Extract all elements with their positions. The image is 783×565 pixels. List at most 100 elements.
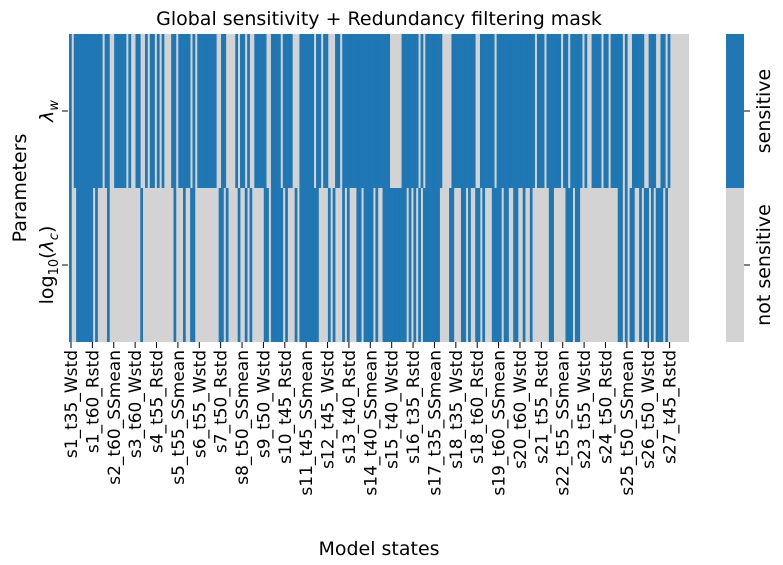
heatmap-cell-sensitive xyxy=(498,188,502,342)
heatmap-cell-sensitive xyxy=(472,34,476,188)
heatmap-cell-sensitive xyxy=(513,34,516,188)
heatmap-cell-sensitive xyxy=(451,188,455,342)
heatmap-cell-sensitive xyxy=(90,34,94,188)
heatmap-cell-sensitive xyxy=(525,34,528,188)
heatmap-cell-sensitive xyxy=(259,34,262,188)
heatmap-cell-sensitive xyxy=(529,34,533,188)
x-tick-label: s19_t60_SSmean xyxy=(490,350,510,496)
heatmap-cell-sensitive xyxy=(432,188,436,342)
heatmap-cell-sensitive xyxy=(118,34,122,188)
heatmap-cell-sensitive xyxy=(304,188,307,342)
heatmap-cell-sensitive xyxy=(408,188,412,342)
heatmap-cell-sensitive xyxy=(384,188,388,342)
heatmap-cell-sensitive xyxy=(617,34,621,188)
heatmap-cell-sensitive xyxy=(346,188,350,342)
heatmap-cell-sensitive xyxy=(458,34,462,188)
heatmap-cell-sensitive xyxy=(225,188,229,342)
heatmap-cell-sensitive xyxy=(660,188,664,342)
heatmap-cell-sensitive xyxy=(261,34,265,188)
heatmap-cell-sensitive xyxy=(489,34,493,188)
heatmap-cell-sensitive xyxy=(553,34,557,188)
heatmap-cell-sensitive xyxy=(358,188,362,342)
heatmap-cell-sensitive xyxy=(306,34,310,188)
heatmap-cell-sensitive xyxy=(273,34,277,188)
heatmap-cell-sensitive xyxy=(662,34,666,188)
heatmap-cell-sensitive xyxy=(140,188,143,342)
heatmap-cell-sensitive xyxy=(631,188,635,342)
heatmap-cell-sensitive xyxy=(76,34,79,188)
x-tick-label: s1_t60_Rstd xyxy=(83,350,103,453)
heatmap-cells xyxy=(69,34,689,342)
heatmap-cell-sensitive xyxy=(382,34,386,188)
heatmap-cell-sensitive xyxy=(650,188,654,342)
heatmap-cell-sensitive xyxy=(617,188,621,342)
heatmap-cell-sensitive xyxy=(387,188,391,342)
heatmap-cell-sensitive xyxy=(85,188,89,342)
heatmap-cell-sensitive xyxy=(316,188,319,342)
heatmap-cell-sensitive xyxy=(413,34,417,188)
x-tick-label: s26_t50_Wstd xyxy=(639,350,659,469)
heatmap-cell-sensitive xyxy=(69,188,72,342)
heatmap-cell-sensitive xyxy=(539,34,543,188)
heatmap-cell-sensitive xyxy=(384,34,388,188)
colorbar-not-sensitive xyxy=(726,188,744,342)
heatmap-cell-sensitive xyxy=(380,34,383,188)
heatmap-cell-sensitive xyxy=(503,34,507,188)
heatmap-cell-sensitive xyxy=(570,34,573,188)
heatmap-cell-sensitive xyxy=(104,34,108,188)
heatmap-cell-sensitive xyxy=(107,34,110,188)
y-axis-label: Parameters xyxy=(9,134,31,243)
x-tick-label: s12_t45_Wstd xyxy=(319,350,339,469)
heatmap-cell-sensitive xyxy=(304,34,307,188)
heatmap-cell-sensitive xyxy=(522,188,526,342)
heatmap-cell-sensitive xyxy=(90,188,94,342)
heatmap-cell-sensitive xyxy=(572,34,576,188)
heatmap-cell-sensitive xyxy=(116,34,120,188)
heatmap-cell-sensitive xyxy=(634,34,638,188)
heatmap-cell-sensitive xyxy=(468,188,471,342)
y-tick-label-log-lambda-c: log10(λc) xyxy=(36,226,62,305)
x-tick-label: s3_t60_Wstd xyxy=(126,350,146,458)
heatmap-cell-sensitive xyxy=(437,34,440,188)
heatmap-cell-sensitive xyxy=(456,34,459,188)
heatmap-cell-sensitive xyxy=(403,188,407,342)
heatmap-cell-sensitive xyxy=(629,188,633,342)
heatmap-cell-sensitive xyxy=(579,34,583,188)
heatmap-cell-sensitive xyxy=(506,34,509,188)
x-axis: s1_t35_Wstd s1_t60_Rstd s2_t60_SSmean s3_t6… xyxy=(62,342,681,496)
heatmap-cell-sensitive xyxy=(515,34,519,188)
heatmap-cell-sensitive xyxy=(92,34,96,188)
heatmap-cell-sensitive xyxy=(83,188,86,342)
heatmap-cell-sensitive xyxy=(591,34,595,188)
heatmap-cell-sensitive xyxy=(318,34,322,188)
heatmap-cell-sensitive xyxy=(610,34,614,188)
heatmap-cell-sensitive xyxy=(624,188,628,342)
heatmap-cell-sensitive xyxy=(88,188,91,342)
heatmap-cell-sensitive xyxy=(137,34,141,188)
heatmap-cell-sensitive xyxy=(603,34,607,188)
heatmap-cell-sensitive xyxy=(482,34,486,188)
heatmap-cell-sensitive xyxy=(197,34,201,188)
colorbar-label-not-sensitive: not sensitive xyxy=(753,204,775,326)
heatmap-cell-sensitive xyxy=(593,34,597,188)
heatmap-cell-sensitive xyxy=(192,34,196,188)
heatmap-cell-sensitive xyxy=(598,34,602,188)
heatmap-cell-sensitive xyxy=(192,188,196,342)
heatmap-cell-sensitive xyxy=(209,34,212,188)
heatmap-cell-sensitive xyxy=(256,34,260,188)
heatmap-cell-sensitive xyxy=(427,34,431,188)
chart-title: Global sensitivity + Redundancy filterin… xyxy=(156,8,602,30)
heatmap-cell-sensitive xyxy=(69,34,72,188)
heatmap-cell-sensitive xyxy=(249,188,253,342)
x-tick-label: s24_t50_Rstd xyxy=(596,350,616,464)
heatmap-cell-sensitive xyxy=(199,34,203,188)
heatmap-cell-sensitive xyxy=(660,34,664,188)
heatmap-cell-sensitive xyxy=(567,188,571,342)
heatmap-cell-sensitive xyxy=(365,34,369,188)
heatmap-cell-sensitive xyxy=(78,188,82,342)
heatmap-cell-sensitive xyxy=(346,34,350,188)
heatmap-cell-sensitive xyxy=(301,34,305,188)
heatmap-cell-sensitive xyxy=(187,34,191,188)
heatmap-cell-sensitive xyxy=(242,34,246,188)
heatmap-cell-sensitive xyxy=(342,34,345,188)
